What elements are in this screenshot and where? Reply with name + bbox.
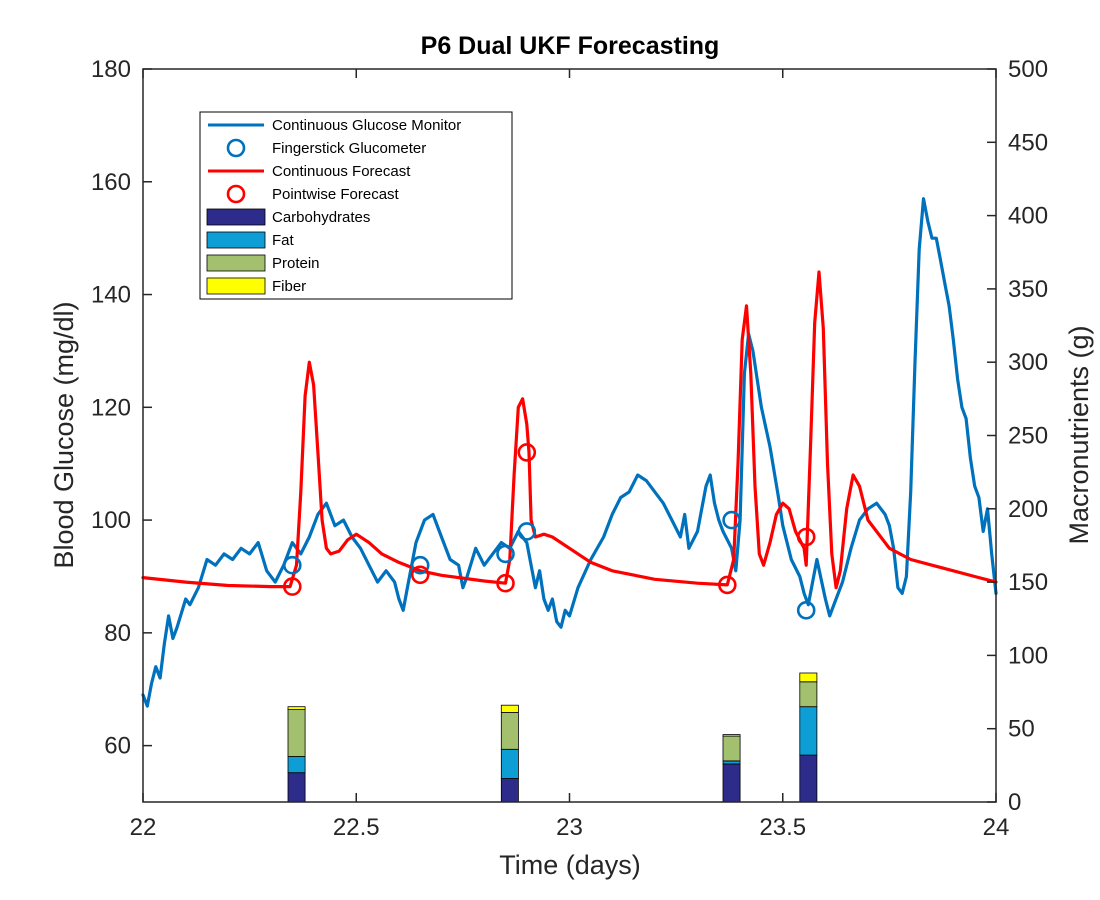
legend-label-4: Pointwise Forecast bbox=[272, 186, 400, 203]
y-tick-label: 100 bbox=[91, 507, 131, 534]
y-right-tick-label: 500 bbox=[1008, 56, 1048, 83]
fingerstick-point-6 bbox=[796, 600, 816, 620]
bar-fiber-2 bbox=[500, 704, 519, 713]
legend-patch-swatch-8 bbox=[206, 277, 266, 295]
legend-label-5: Carbohydrates bbox=[272, 209, 370, 226]
y-right-tick-label: 350 bbox=[1008, 276, 1048, 303]
legend: Continuous Glucose Monitor Fingerstick Gl… bbox=[199, 111, 513, 300]
legend-circle-swatch-2 bbox=[226, 138, 246, 158]
glucose-lines bbox=[141, 197, 998, 708]
fingerstick-point-1 bbox=[282, 555, 302, 575]
bar-fat-3 bbox=[722, 760, 741, 765]
y-tick-label: 80 bbox=[104, 620, 131, 647]
y-right-tick-label: 0 bbox=[1008, 789, 1021, 816]
bar-protein-4 bbox=[799, 681, 818, 708]
y-right-tick-label: 100 bbox=[1008, 642, 1048, 669]
bar-fiber-4 bbox=[799, 672, 818, 683]
legend-patch-swatch-5 bbox=[206, 208, 266, 226]
pointwise-forecast-point-1 bbox=[282, 577, 302, 596]
y-axis-right-label: Macronutrients (g) bbox=[1064, 325, 1094, 544]
y-right-tick-label: 250 bbox=[1008, 423, 1048, 450]
x-tick-label: 22.5 bbox=[333, 814, 380, 841]
fingerstick-point-2 bbox=[410, 555, 430, 575]
y-right-tick-label: 150 bbox=[1008, 569, 1048, 596]
legend-label-2: Fingerstick Glucometer bbox=[272, 140, 426, 157]
y-right-tick-label: 50 bbox=[1008, 716, 1035, 743]
legend-label-7: Protein bbox=[272, 255, 320, 272]
y-tick-label: 60 bbox=[104, 733, 131, 760]
legend-circle-swatch-4 bbox=[226, 184, 246, 204]
macronutrient-bars bbox=[287, 672, 818, 803]
pointwise-forecast-point-4 bbox=[517, 443, 537, 462]
bar-fat-2 bbox=[500, 748, 519, 779]
legend-label-3: Continuous Forecast bbox=[272, 163, 411, 180]
legend-label-1: Continuous Glucose Monitor bbox=[272, 117, 461, 134]
pointwise-forecast-point-2 bbox=[410, 565, 430, 585]
bar-protein-2 bbox=[500, 712, 519, 750]
y-tick-label: 120 bbox=[91, 394, 131, 421]
y-right-tick-label: 200 bbox=[1008, 496, 1048, 523]
x-tick-label: 23.5 bbox=[759, 814, 806, 841]
pointwise-forecast-point-6 bbox=[796, 527, 816, 547]
bar-carbohydrates-4 bbox=[799, 754, 818, 803]
bar-fat-1 bbox=[287, 756, 306, 774]
fingerstick-point-3 bbox=[496, 544, 515, 564]
y-tick-label: 160 bbox=[91, 169, 131, 196]
y-right-tick-label: 300 bbox=[1008, 349, 1048, 376]
glucose-markers bbox=[282, 443, 816, 620]
bar-carbohydrates-1 bbox=[287, 772, 306, 803]
bar-fat-4 bbox=[799, 706, 818, 756]
legend-patch-swatch-7 bbox=[206, 254, 266, 272]
cgm-series-line bbox=[141, 197, 998, 708]
y-right-tick-label: 450 bbox=[1008, 129, 1048, 156]
fingerstick-point-4 bbox=[517, 522, 537, 541]
x-axis-label: Time (days) bbox=[499, 850, 641, 880]
y-tick-label: 180 bbox=[91, 56, 131, 83]
bar-protein-1 bbox=[287, 709, 306, 757]
pointwise-forecast-point-3 bbox=[496, 573, 515, 593]
continuous-forecast-line bbox=[141, 270, 998, 590]
fingerstick-point-5 bbox=[722, 510, 741, 530]
legend-label-6: Fat bbox=[272, 232, 295, 249]
legend-patch-swatch-6 bbox=[206, 231, 266, 249]
legend-label-8: Fiber bbox=[272, 278, 306, 295]
bar-fiber-1 bbox=[287, 706, 306, 711]
bar-carbohydrates-3 bbox=[722, 763, 741, 803]
bar-fiber-3 bbox=[722, 734, 741, 737]
x-tick-label: 23 bbox=[556, 814, 583, 841]
y-tick-label: 140 bbox=[91, 282, 131, 309]
y-axis-label: Blood Glucose (mg/dl) bbox=[49, 301, 79, 568]
axes: 22 22.5 23 23.5 24 60 80 100 120 140 160 180 0 50 100 1… bbox=[91, 56, 1048, 841]
pointwise-forecast-point-5 bbox=[717, 575, 737, 595]
x-tick-label: 24 bbox=[983, 814, 1010, 841]
bar-protein-3 bbox=[722, 735, 741, 762]
bar-carbohydrates-2 bbox=[500, 778, 519, 803]
y-right-tick-label: 400 bbox=[1008, 203, 1048, 230]
chart-title: P6 Dual UKF Forecasting bbox=[421, 32, 720, 60]
x-tick-label: 22 bbox=[130, 814, 157, 841]
